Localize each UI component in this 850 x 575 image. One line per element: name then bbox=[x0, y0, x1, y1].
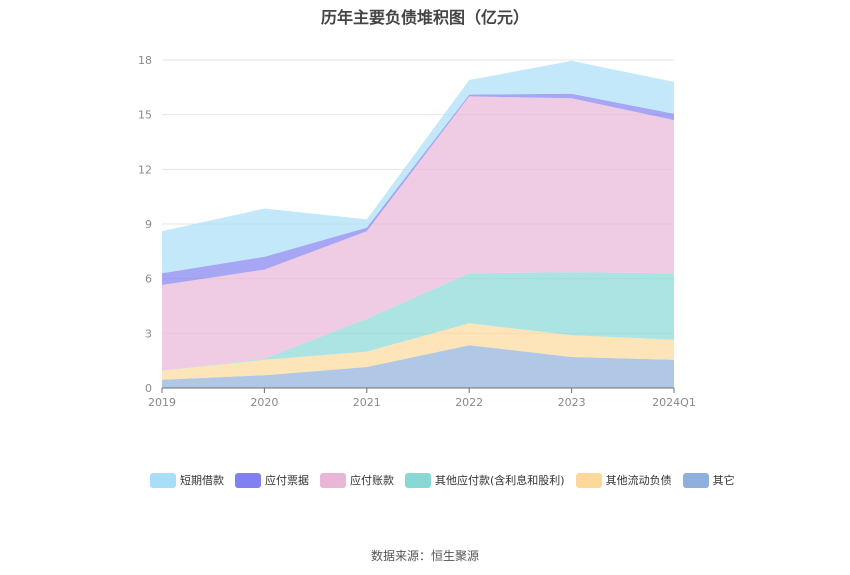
legend-label: 其它 bbox=[712, 474, 735, 487]
area-应付账款 bbox=[162, 96, 674, 371]
legend: 短期借款 应付票据 应付账款 其他应付款(含利息和股利) 其他流动负债 其它 bbox=[150, 472, 750, 488]
stacked-area-chart: 0 3 6 9 12 15 18 2019 2020 2021 2022 2023 2024Q1 bbox=[138, 54, 696, 409]
y-tick-label: 15 bbox=[138, 109, 152, 122]
y-tick-label: 9 bbox=[145, 218, 152, 231]
x-tick-label: 2021 bbox=[353, 396, 381, 409]
area-series-layer bbox=[162, 60, 674, 388]
legend-swatch bbox=[150, 472, 176, 488]
x-tick-label: 2019 bbox=[148, 396, 176, 409]
chart-title: 历年主要负债堆积图（亿元） bbox=[320, 8, 529, 27]
y-tick-label: 0 bbox=[145, 382, 152, 395]
legend-label: 应付账款 bbox=[350, 474, 394, 487]
legend-item[interactable]: 应付票据 bbox=[235, 472, 309, 488]
legend-label: 应付票据 bbox=[265, 474, 309, 487]
legend-label: 其他应付款(含利息和股利) bbox=[435, 474, 565, 487]
legend-label: 其他流动负债 bbox=[605, 474, 672, 487]
data-source-note: 数据来源：恒生聚源 bbox=[370, 549, 479, 563]
y-tick-label: 12 bbox=[138, 163, 152, 176]
x-tick-label: 2023 bbox=[558, 396, 586, 409]
area-其他应付款-含利息和股利- bbox=[162, 272, 674, 371]
y-tick-label: 18 bbox=[138, 54, 152, 67]
y-tick-label: 3 bbox=[145, 327, 152, 340]
y-tick-label: 6 bbox=[145, 273, 152, 286]
legend-label: 短期借款 bbox=[180, 474, 224, 487]
area-应付票据 bbox=[162, 93, 674, 285]
x-tick-label: 2020 bbox=[250, 396, 278, 409]
legend-swatch bbox=[405, 472, 431, 488]
x-tick-label: 2022 bbox=[455, 396, 483, 409]
legend-swatch bbox=[235, 472, 261, 488]
area-其他流动负债 bbox=[162, 323, 674, 380]
area-其它 bbox=[162, 345, 674, 388]
legend-item[interactable]: 其他应付款(含利息和股利) bbox=[405, 472, 565, 488]
x-tick-label: 2024Q1 bbox=[652, 396, 696, 409]
legend-swatch bbox=[682, 472, 709, 488]
legend-item[interactable]: 其它 bbox=[682, 472, 735, 488]
legend-swatch bbox=[575, 472, 602, 488]
area-短期借款 bbox=[162, 60, 674, 274]
legend-item[interactable]: 应付账款 bbox=[320, 472, 394, 488]
legend-item[interactable]: 短期借款 bbox=[150, 472, 224, 488]
axes: 0 3 6 9 12 15 18 2019 2020 2021 2022 2023 2024Q1 bbox=[138, 54, 696, 409]
legend-swatch bbox=[320, 472, 346, 488]
legend-item[interactable]: 其他流动负债 bbox=[575, 472, 672, 488]
